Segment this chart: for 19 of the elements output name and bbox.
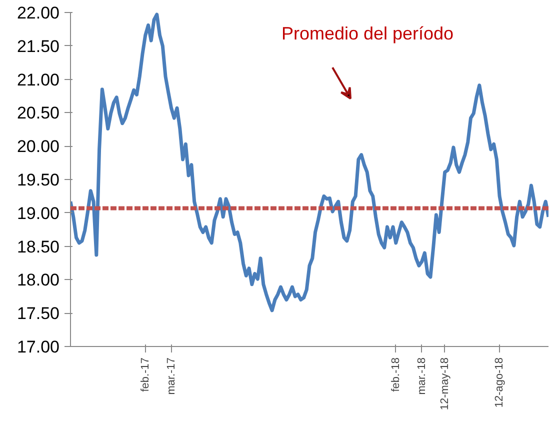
y-tick-label: 21.50 — [16, 36, 60, 56]
y-tick-label: 19.00 — [16, 204, 60, 223]
line-series — [70, 12, 548, 312]
x-tick-label: feb.-18 — [390, 357, 402, 392]
y-tick-label: 20.50 — [16, 104, 60, 123]
y-tick-label: 18.00 — [16, 270, 60, 290]
y-tick-label: 19.50 — [16, 170, 60, 190]
y-tick-label: 22.00 — [16, 4, 60, 22]
x-tick-label: mar.-17 — [165, 357, 178, 395]
y-tick-label: 21.00 — [16, 70, 60, 90]
x-tick-label: feb.-17 — [139, 357, 152, 392]
y-tick-label: 20.00 — [16, 137, 60, 156]
x-tick-label: mar.-18 — [416, 357, 428, 395]
x-tick-label: 12-may-18 — [438, 358, 451, 410]
y-tick-label: 17.00 — [16, 338, 60, 356]
y-tick-label: 17.50 — [16, 304, 60, 324]
annotation: Promedio del período — [281, 24, 454, 44]
x-tick-label: 12-ago-18 — [494, 357, 506, 408]
y-tick-label: 18.50 — [16, 237, 60, 256]
